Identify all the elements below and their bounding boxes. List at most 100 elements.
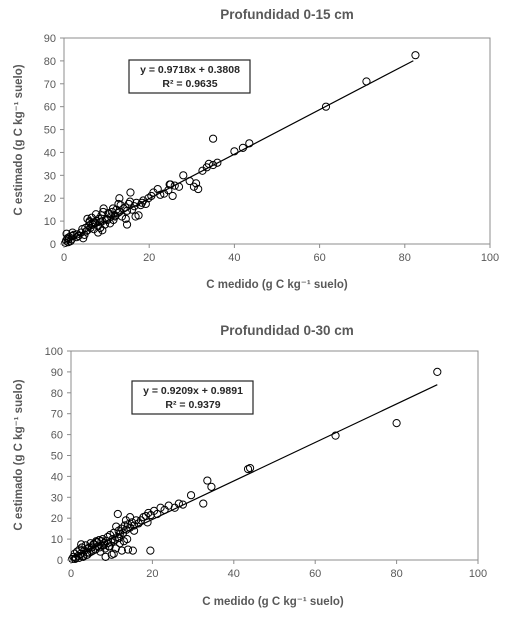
data-point xyxy=(243,464,253,474)
data-point xyxy=(125,197,135,206)
equation-box: y = 0.9718x + 0.3808 R² = 0.9635 xyxy=(128,59,251,94)
chart-title: Profundidad 0-15 cm xyxy=(220,7,354,22)
data-point xyxy=(137,198,147,207)
data-point xyxy=(209,160,218,170)
y-tick-label: 40 xyxy=(44,147,56,159)
x-tick-label: 60 xyxy=(313,252,325,264)
data-point xyxy=(104,209,113,218)
data-point xyxy=(156,190,165,199)
data-point xyxy=(165,180,174,189)
data-point xyxy=(178,500,188,509)
data-point xyxy=(122,220,132,229)
x-axis: 0 20 40 60 80 100 xyxy=(61,244,499,264)
equation-text: y = 0.9718x + 0.3808 xyxy=(140,64,240,76)
data-point xyxy=(62,229,71,238)
chart-title: Profundidad 0-30 cm xyxy=(220,323,354,338)
data-point xyxy=(143,518,152,527)
data-point xyxy=(170,181,179,190)
x-axis-label: C medido (g C kg⁻¹ suelo) xyxy=(206,279,348,291)
y-axis: 0 10 20 30 40 50 60 70 80 90 xyxy=(44,33,64,251)
data-point xyxy=(66,237,75,246)
data-point xyxy=(91,210,101,219)
data-point xyxy=(121,214,130,223)
data-point xyxy=(75,553,84,563)
equation-text: y = 0.9209x + 0.9891 xyxy=(143,385,243,397)
equation-box-border xyxy=(128,59,251,94)
data-point xyxy=(321,102,331,111)
scatter-chart-0-30cm: Profundidad 0-30 cm 0 20 40 60 80 100 0 10 20 30… xyxy=(13,323,487,608)
data-point xyxy=(70,554,80,564)
data-point xyxy=(433,367,442,377)
y-tick-label: 20 xyxy=(44,193,56,205)
plot-border xyxy=(63,37,491,245)
data-point xyxy=(156,503,165,512)
data-point xyxy=(129,526,139,535)
data-point xyxy=(207,482,216,491)
data-point xyxy=(117,546,126,555)
data-point xyxy=(123,545,133,554)
y-tick-label: 10 xyxy=(51,534,63,546)
data-point xyxy=(109,549,118,558)
y-tick-label: 0 xyxy=(57,555,63,567)
equation-box: y = 0.9209x + 0.9891 R² = 0.9379 xyxy=(131,380,254,415)
y-tick-label: 50 xyxy=(51,451,63,463)
data-point xyxy=(209,134,218,143)
data-point xyxy=(101,552,110,561)
data-point xyxy=(331,431,340,440)
data-point xyxy=(91,545,100,554)
data-point xyxy=(189,182,199,191)
y-axis-label: C estimado (g C kg⁻¹ suelo) xyxy=(13,379,25,530)
plot-area xyxy=(61,37,491,247)
x-tick-label: 100 xyxy=(469,568,487,580)
data-point xyxy=(164,501,173,510)
y-tick-label: 80 xyxy=(44,56,56,68)
data-point xyxy=(168,191,177,201)
data-point xyxy=(153,509,162,519)
data-point xyxy=(245,139,254,148)
data-point xyxy=(213,158,222,167)
x-tick-label: 80 xyxy=(399,252,411,264)
x-tick-label: 40 xyxy=(228,568,240,580)
data-point xyxy=(111,544,120,553)
y-tick-label: 100 xyxy=(45,346,63,358)
data-point xyxy=(115,529,124,538)
data-point xyxy=(199,499,208,508)
data-point xyxy=(411,51,420,60)
data-point xyxy=(238,143,248,152)
y-tick-label: 90 xyxy=(44,33,56,45)
plot-area xyxy=(68,350,479,564)
data-point xyxy=(114,199,123,209)
data-point xyxy=(93,538,102,547)
y-tick-label: 80 xyxy=(51,388,63,400)
y-tick-label: 0 xyxy=(50,239,56,251)
data-point xyxy=(128,546,137,555)
r-squared-text: R² = 0.9379 xyxy=(165,399,220,411)
data-point xyxy=(77,540,86,549)
data-point xyxy=(115,194,124,203)
data-point xyxy=(186,491,196,500)
x-tick-label: 60 xyxy=(309,568,321,580)
data-point xyxy=(108,204,118,213)
data-point xyxy=(230,147,239,156)
y-axis: 0 10 20 30 40 50 60 70 80 90 100 xyxy=(45,346,71,567)
data-point xyxy=(64,234,73,244)
data-point xyxy=(97,537,106,546)
y-axis-label: C estimado (g C kg⁻¹ suelo) xyxy=(13,64,25,215)
data-point xyxy=(245,463,255,473)
y-tick-label: 70 xyxy=(51,409,63,421)
x-tick-label: 20 xyxy=(146,568,158,580)
data-point xyxy=(98,226,107,235)
data-point xyxy=(68,228,77,237)
data-point xyxy=(179,171,188,180)
data-point xyxy=(83,214,92,223)
x-tick-label: 80 xyxy=(390,568,402,580)
data-point xyxy=(392,419,401,428)
data-point xyxy=(174,499,183,508)
data-point xyxy=(83,548,92,557)
data-point xyxy=(72,233,81,242)
y-tick-label: 40 xyxy=(51,471,63,483)
data-point xyxy=(63,234,72,243)
data-point xyxy=(105,542,114,551)
data-point xyxy=(136,200,145,210)
data-point xyxy=(194,184,203,194)
